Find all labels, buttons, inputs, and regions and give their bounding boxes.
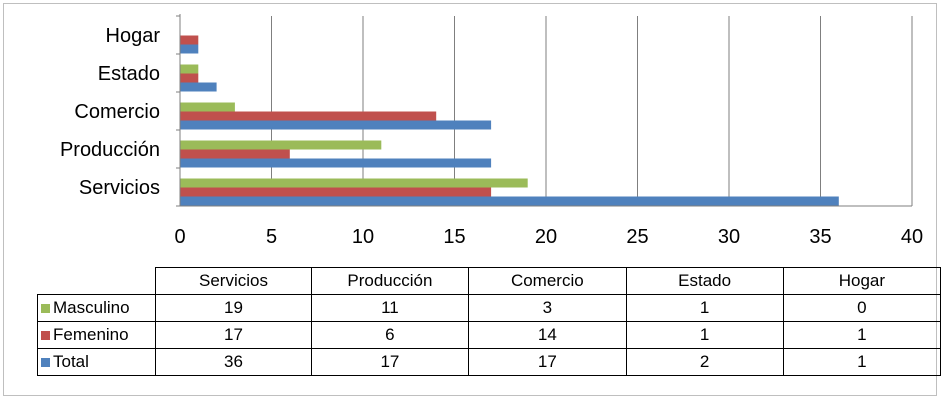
category-label: Servicios [79, 177, 160, 199]
bar-femenino-2 [180, 111, 437, 121]
x-tick-label: 15 [443, 226, 465, 248]
table-cell: 36 [155, 348, 312, 376]
category-label: Producción [60, 139, 160, 161]
table-header-cell: Servicios [155, 267, 312, 295]
x-tick-label: 20 [535, 226, 557, 248]
table-cell: 1 [782, 321, 941, 349]
table-cell: 17 [155, 321, 312, 349]
x-tick-label: 10 [352, 226, 374, 248]
x-tick-label: 25 [626, 226, 648, 248]
table-row-header: Masculino [36, 294, 157, 322]
table-cell: 14 [468, 321, 627, 349]
series-name: Masculino [53, 298, 130, 317]
bar-total-3 [180, 82, 217, 92]
bar-femenino-1 [180, 149, 290, 159]
bar-total-4 [180, 44, 199, 54]
table-row: Femenino 17 6 14 1 1 [36, 321, 941, 349]
table-corner [37, 267, 157, 295]
table-cell: 2 [625, 348, 784, 376]
bar-masculino-2 [180, 102, 235, 112]
table-header-cell: Estado [625, 267, 784, 295]
table-header-cell: Producción [310, 267, 470, 295]
table-cell: 19 [155, 294, 312, 322]
data-table: Servicios Producción Comercio Estado Hogar M… [36, 267, 941, 376]
x-tick-label: 0 [174, 226, 185, 248]
legend-swatch [41, 358, 50, 368]
table-cell: 17 [310, 348, 470, 376]
table-cell: 6 [310, 321, 470, 349]
bar-chart: 0 5 10 15 20 25 30 35 40 Servicios Producción Comer… [60, 14, 923, 248]
table-header-row: Servicios Producción Comercio Estado Hogar [37, 267, 941, 295]
table-cell: 17 [468, 348, 627, 376]
bar-total-0 [180, 196, 839, 206]
bar-total-1 [180, 158, 492, 168]
category-label: Comercio [74, 101, 160, 123]
table-header-cell: Hogar [782, 267, 941, 295]
bar-masculino-1 [180, 140, 382, 150]
bar-total-2 [180, 120, 492, 130]
x-tick-label: 30 [718, 226, 740, 248]
table-row-header: Total [36, 348, 157, 376]
x-tick-label: 5 [266, 226, 277, 248]
table-row-header: Femenino [36, 321, 157, 349]
table-row: Masculino 19 11 3 1 0 [36, 294, 941, 322]
table-body: Masculino 19 11 3 1 0 Femenino 17 6 14 1 1 Total 36 17… [36, 294, 941, 376]
category-label: Hogar [106, 25, 161, 47]
table-cell: 0 [782, 294, 941, 322]
bar-masculino-3 [180, 64, 199, 74]
table-cell: 1 [625, 294, 784, 322]
legend-swatch [41, 304, 50, 314]
table-cell: 1 [782, 348, 941, 376]
series-name: Total [53, 352, 89, 371]
x-tick-label: 35 [809, 226, 831, 248]
bar-femenino-4 [180, 35, 199, 45]
bar-femenino-0 [180, 187, 492, 197]
chart-frame [3, 3, 937, 396]
table-cell: 11 [310, 294, 470, 322]
legend-swatch [41, 331, 50, 341]
table-cell: 1 [625, 321, 784, 349]
bar-masculino-0 [180, 178, 528, 188]
x-tick-label: 40 [901, 226, 923, 248]
table-row: Total 36 17 17 2 1 [36, 348, 941, 376]
series-name: Femenino [53, 325, 129, 344]
bar-femenino-3 [180, 73, 199, 83]
table-cell: 3 [468, 294, 627, 322]
table-header-cell: Comercio [468, 267, 627, 295]
category-label: Estado [98, 63, 160, 85]
